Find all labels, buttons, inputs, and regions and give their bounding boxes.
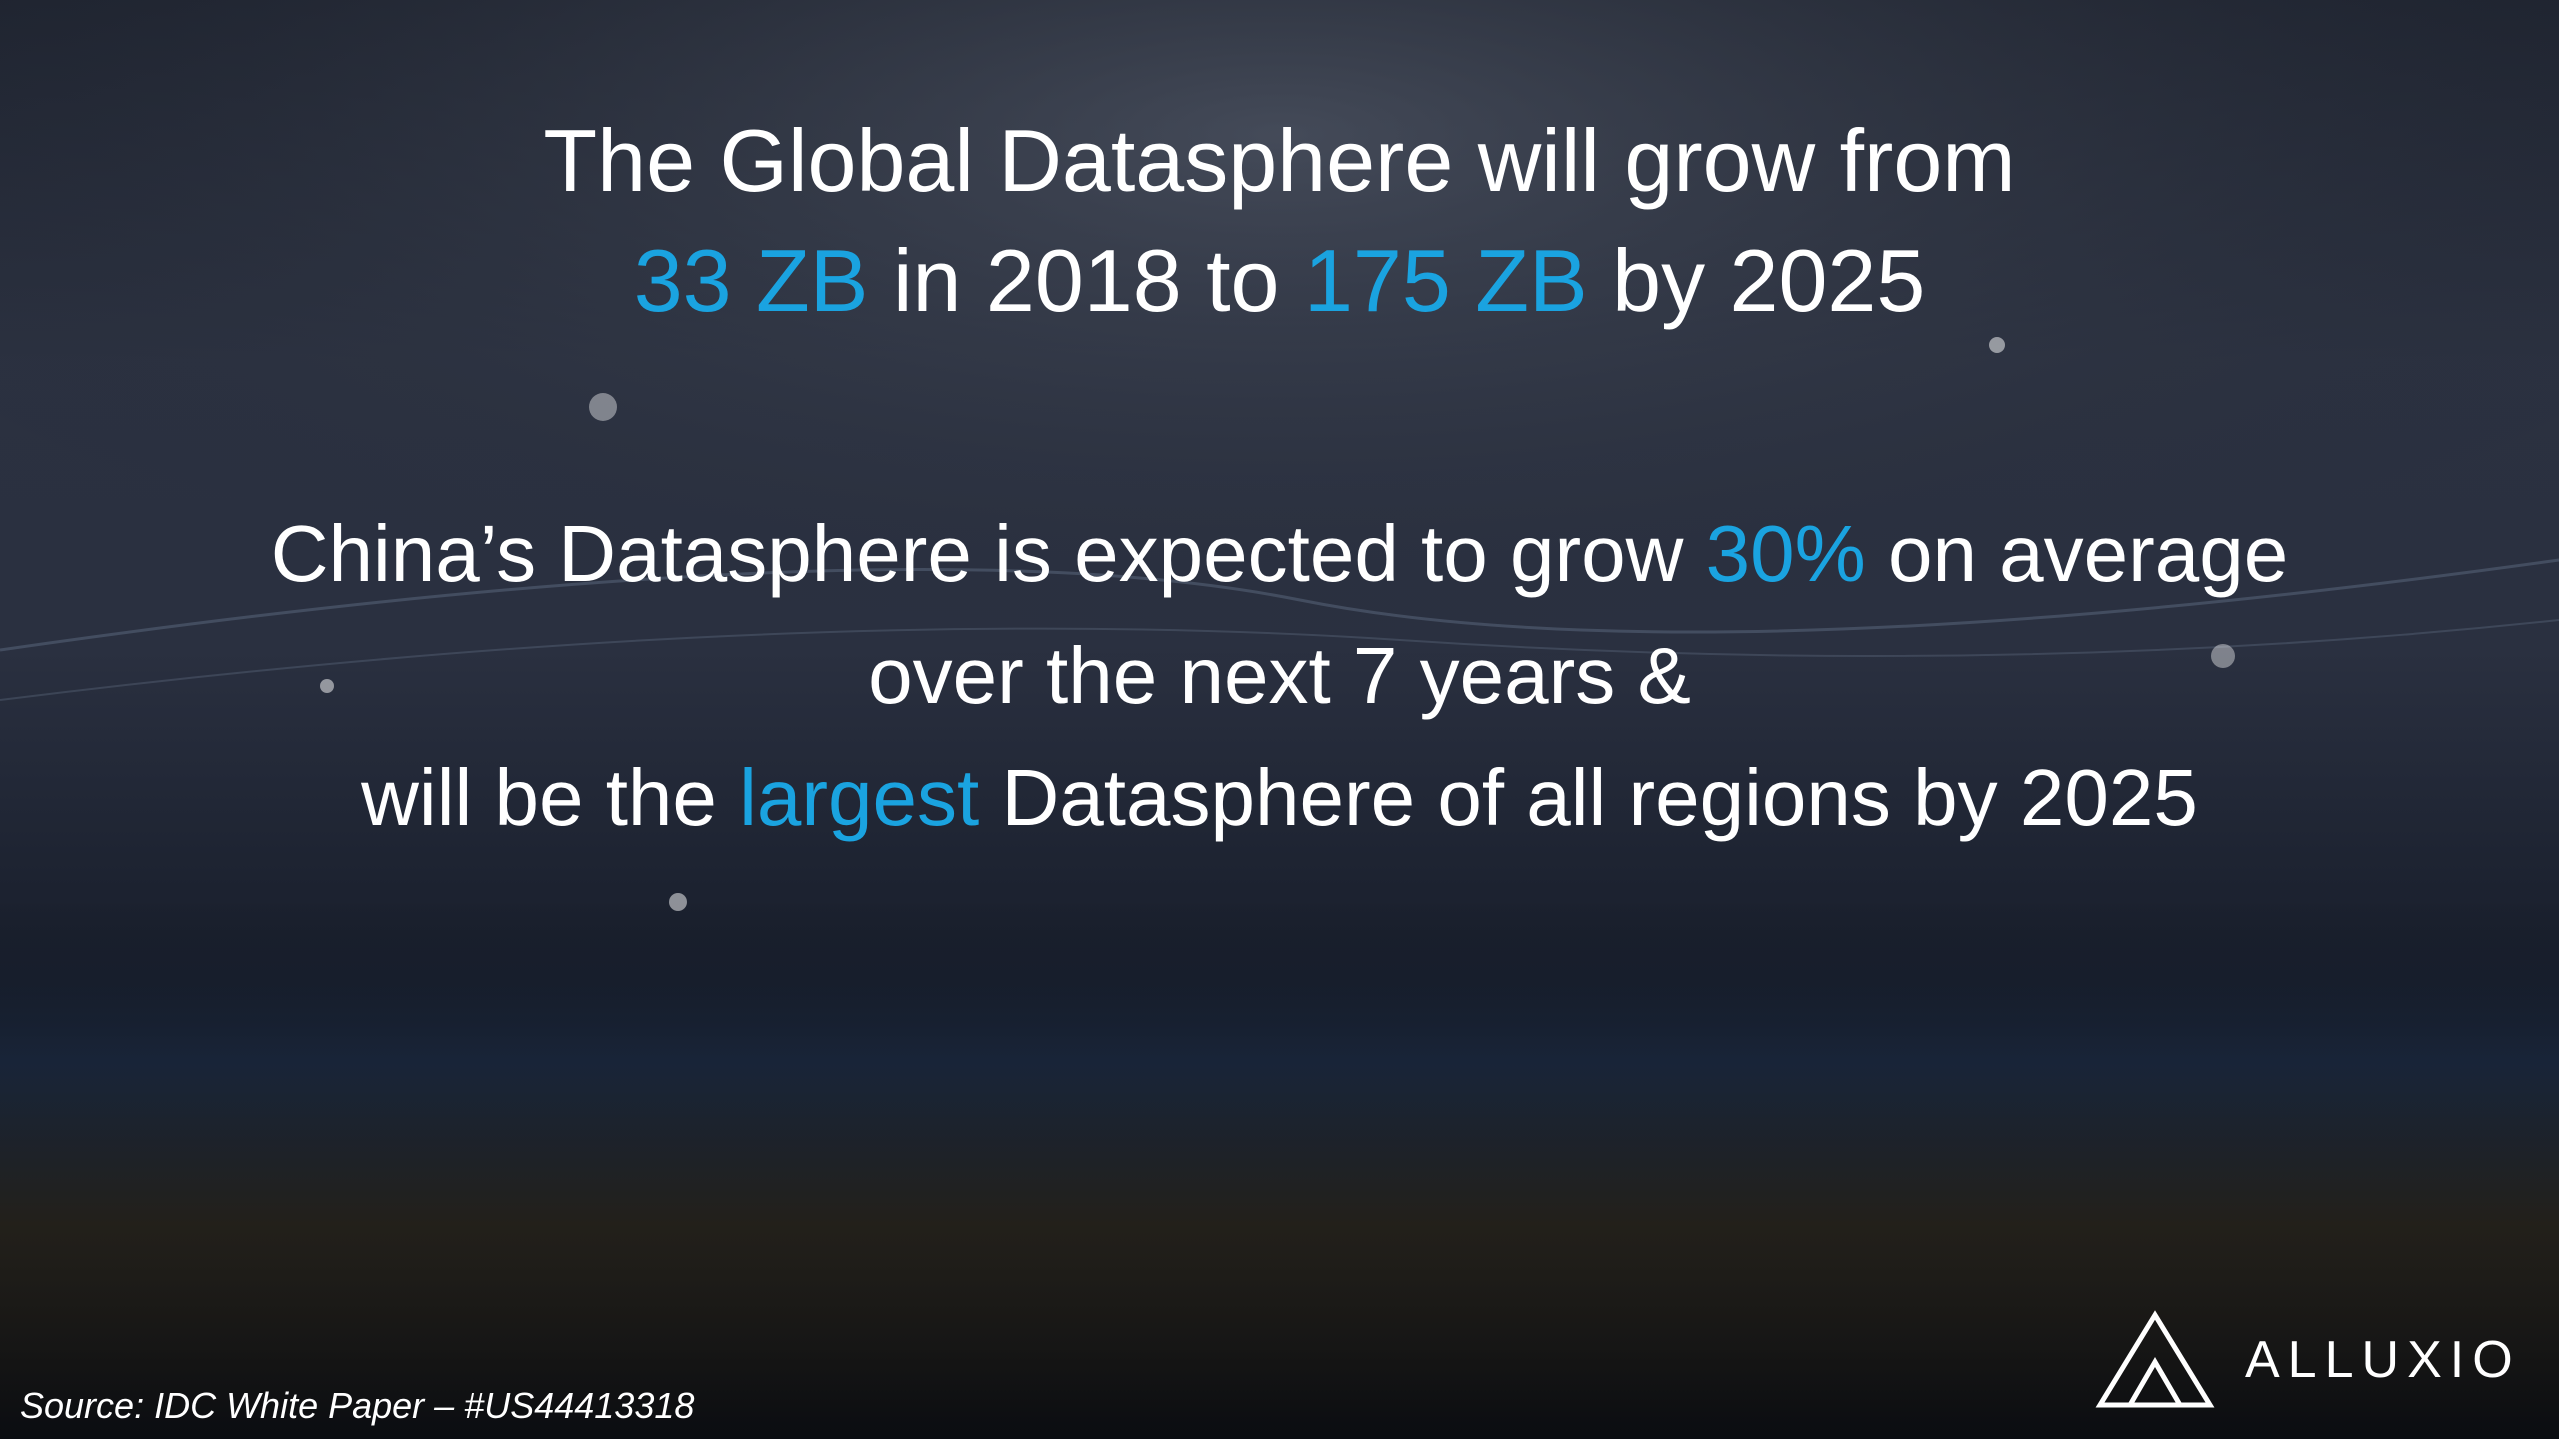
china-line: will be the largest Datasphere of all re… [0, 752, 2559, 844]
headline-text: by 2025 [1612, 231, 1926, 330]
headline-text: in 2018 to [892, 231, 1280, 330]
highlight: 30% [1705, 509, 1866, 598]
highlight: 33 ZB [633, 231, 869, 330]
highlight: largest [739, 753, 980, 842]
highlight: 175 ZB [1303, 231, 1588, 330]
china-text: will be the [361, 753, 717, 842]
headline-line: The Global Datasphere will grow from [0, 110, 2559, 212]
headline-line: 33 ZB in 2018 to 175 ZB by 2025 [0, 230, 2559, 332]
china-text: on average [1887, 509, 2289, 598]
headline-text: The Global Datasphere will grow from [543, 111, 2016, 210]
china-text: Datasphere of all regions by 2025 [1001, 753, 2198, 842]
source-note: Source: IDC White Paper – #US44413318 [20, 1385, 695, 1426]
logo-text: ALLUXIO [2245, 1331, 2521, 1389]
china-text: China’s Datasphere is expected to grow [270, 509, 1684, 598]
china-text: over the next 7 years & [868, 631, 1691, 720]
logo-icon [2095, 1310, 2215, 1408]
china-line: China’s Datasphere is expected to grow 3… [0, 508, 2559, 600]
china-line: over the next 7 years & [0, 630, 2559, 722]
